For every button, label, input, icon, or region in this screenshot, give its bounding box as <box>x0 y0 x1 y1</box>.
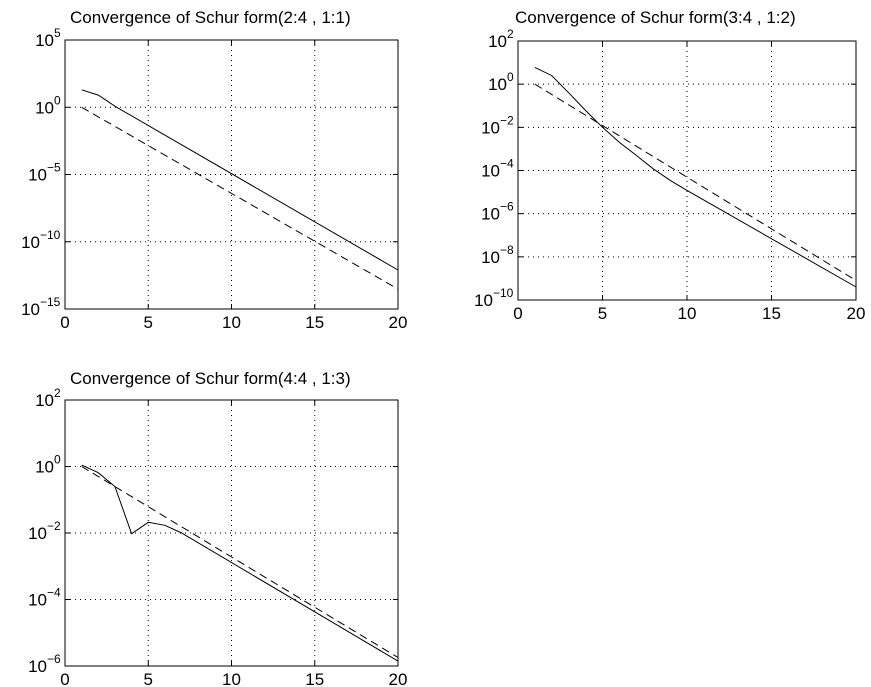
x-tick-label: 0 <box>60 670 69 687</box>
y-tick-exponent: 0 <box>507 70 514 84</box>
y-tick-exponent: −4 <box>500 157 514 171</box>
plot-frame <box>64 399 399 667</box>
chart-4-4-1-3: Convergence of Schur form(4:4 , 1:3) 0 5 1… <box>28 369 407 687</box>
y-tick-label: 10 <box>28 166 47 185</box>
x-tick-label: 0 <box>60 313 69 332</box>
series-dashed-line <box>81 466 399 658</box>
y-tick-label: 10 <box>488 75 507 94</box>
y-tick-label: 10 <box>28 591 47 610</box>
y-tick-label: 10 <box>28 524 47 543</box>
y-tick-label: 10 <box>481 162 500 181</box>
y-tick-label: 10 <box>481 205 500 224</box>
x-tick-label: 20 <box>389 313 408 332</box>
y-tick-exponent: −4 <box>47 586 61 600</box>
y-tick-label: 10 <box>474 291 493 310</box>
y-tick-exponent: −6 <box>500 200 514 214</box>
x-tick-label: 5 <box>598 304 607 323</box>
x-tick-label: 15 <box>762 304 781 323</box>
chart-title: Convergence of Schur form(3:4 , 1:2) <box>515 8 796 27</box>
y-tick-exponent: −2 <box>500 113 514 127</box>
chart-title: Convergence of Schur form(2:4 , 1:1) <box>70 8 351 27</box>
chart-3-4-1-2: Convergence of Schur form(3:4 , 1:2) 0 5 1… <box>474 8 865 323</box>
x-tick-label: 0 <box>513 304 522 323</box>
y-tick-exponent: 0 <box>54 453 61 467</box>
y-tick-exponent: −8 <box>500 243 514 257</box>
x-tick-label: 10 <box>678 304 697 323</box>
x-tick-label: 5 <box>144 313 153 332</box>
x-tick-label: 20 <box>847 304 866 323</box>
y-tick-exponent: −2 <box>47 519 61 533</box>
x-tick-label: 10 <box>222 670 241 687</box>
x-tick-label: 5 <box>144 670 153 687</box>
y-tick-label: 10 <box>481 248 500 267</box>
series-solid-line <box>534 66 857 288</box>
x-tick-label: 10 <box>222 313 241 332</box>
y-tick-label: 10 <box>21 233 40 252</box>
y-tick-exponent: 5 <box>54 26 61 40</box>
chart-title: Convergence of Schur form(4:4 , 1:3) <box>70 369 351 388</box>
series-solid-line <box>81 89 399 271</box>
y-tick-label: 10 <box>35 98 54 117</box>
y-tick-label: 10 <box>35 31 54 50</box>
y-tick-exponent: −10 <box>493 286 514 300</box>
y-tick-exponent: −6 <box>47 652 61 666</box>
y-tick-exponent: −5 <box>47 161 61 175</box>
x-tick-label: 15 <box>305 313 324 332</box>
y-tick-exponent: −15 <box>40 295 61 309</box>
y-tick-exponent: 2 <box>507 27 514 41</box>
y-tick-exponent: 0 <box>54 93 61 107</box>
series-dashed-line <box>81 106 399 290</box>
y-tick-label: 10 <box>21 300 40 319</box>
y-tick-label: 10 <box>35 458 54 477</box>
y-tick-label: 10 <box>488 32 507 51</box>
series-solid-line <box>81 464 399 662</box>
series-dashed-line <box>534 83 857 281</box>
x-tick-label: 20 <box>389 670 408 687</box>
y-tick-label: 10 <box>481 118 500 137</box>
y-tick-label: 10 <box>35 391 54 410</box>
x-tick-label: 15 <box>305 670 324 687</box>
y-tick-label: 10 <box>28 657 47 676</box>
y-tick-exponent: −10 <box>40 228 61 242</box>
y-tick-exponent: 2 <box>54 386 61 400</box>
